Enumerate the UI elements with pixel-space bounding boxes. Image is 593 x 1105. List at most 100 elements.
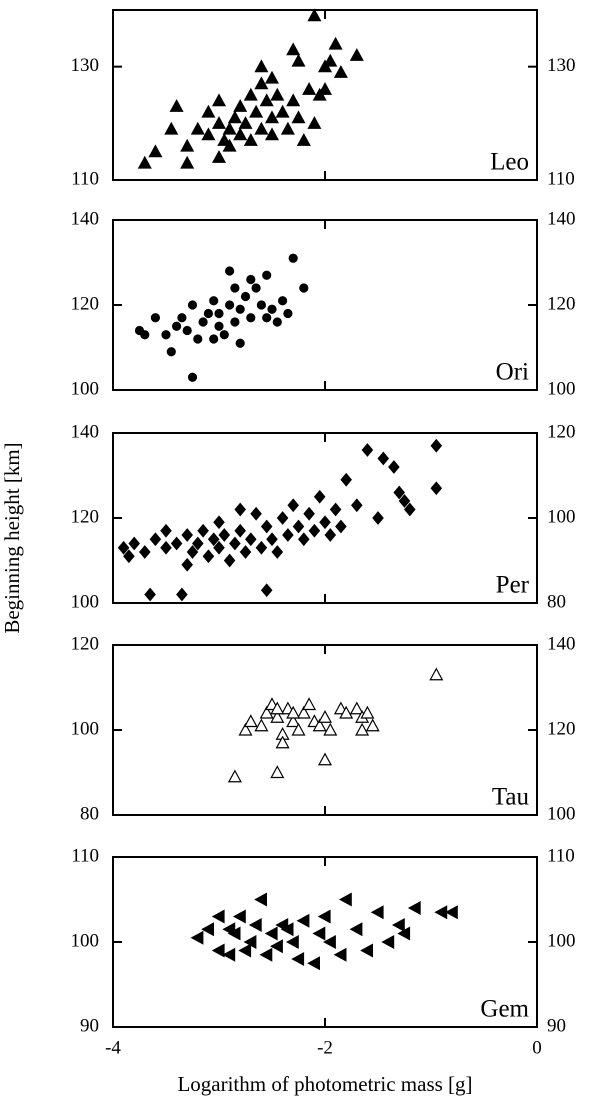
point (255, 540, 268, 555)
point (270, 765, 285, 779)
point (349, 48, 364, 61)
point (324, 528, 337, 542)
point (351, 498, 363, 513)
point (192, 536, 204, 551)
point (360, 705, 375, 719)
point (264, 110, 280, 124)
point (217, 133, 232, 146)
y-tick-label: 140 (71, 421, 100, 442)
point (349, 701, 364, 715)
point (248, 917, 262, 933)
point (197, 523, 209, 538)
y2-tick-label: 100 (547, 506, 576, 527)
point (360, 943, 373, 958)
point (285, 934, 299, 950)
point (266, 532, 278, 547)
point (275, 104, 290, 118)
point (333, 65, 348, 78)
point (211, 116, 227, 129)
point (245, 532, 257, 547)
y2-tick-label: 100 (547, 930, 576, 951)
point (275, 735, 290, 749)
point (169, 99, 184, 112)
point (280, 922, 294, 937)
point (201, 104, 216, 118)
point (286, 714, 301, 728)
point (249, 104, 264, 118)
point (333, 947, 347, 962)
point (372, 511, 384, 525)
point (339, 705, 354, 719)
point (177, 313, 187, 323)
point (335, 519, 347, 534)
point (213, 540, 225, 555)
point (302, 82, 317, 95)
point (160, 540, 172, 555)
point (218, 528, 231, 542)
point (404, 502, 416, 517)
point (227, 769, 242, 783)
point (296, 705, 311, 719)
point (243, 714, 258, 728)
point (317, 752, 333, 766)
point (393, 485, 405, 500)
point (329, 502, 342, 517)
point (209, 296, 219, 306)
point (219, 330, 229, 340)
y-tick-label: 100 (71, 718, 100, 739)
point (164, 121, 179, 135)
y2-tick-label: 140 (547, 208, 576, 229)
point (229, 536, 241, 551)
point (323, 53, 338, 67)
point (254, 718, 269, 732)
point (313, 489, 326, 504)
y2-tick-label: 120 (547, 421, 576, 442)
point (291, 722, 306, 736)
point (312, 926, 326, 941)
point (287, 498, 299, 513)
x-tick-label: -2 (317, 1037, 333, 1058)
point (234, 523, 246, 538)
point (340, 472, 352, 487)
point (213, 515, 225, 530)
point (201, 127, 216, 141)
point (187, 300, 198, 310)
point (307, 116, 322, 129)
point (187, 372, 198, 382)
point (190, 121, 205, 135)
x-tick-label: -4 (105, 1037, 121, 1058)
point (397, 926, 411, 941)
panel-label: Gem (480, 996, 529, 1023)
point (117, 540, 130, 555)
point (298, 532, 310, 547)
point (288, 253, 298, 263)
point (137, 155, 152, 169)
point (262, 270, 272, 280)
point (254, 121, 269, 135)
y-tick-label: 100 (71, 378, 100, 399)
point (430, 481, 443, 496)
point (398, 494, 411, 508)
point (365, 718, 380, 732)
y-tick-label: 100 (71, 930, 100, 951)
point (312, 718, 327, 732)
point (299, 283, 309, 293)
point (271, 545, 284, 559)
point (270, 87, 285, 101)
point (280, 121, 295, 135)
y2-tick-label: 100 (547, 803, 576, 824)
point (323, 722, 338, 736)
point (207, 532, 220, 547)
point (270, 701, 285, 715)
point (278, 296, 288, 306)
point (391, 917, 405, 933)
point (149, 532, 162, 547)
y2-tick-label: 110 (547, 845, 575, 866)
y2-tick-label: 80 (547, 591, 566, 612)
point (225, 300, 235, 310)
point (235, 338, 245, 348)
point (283, 308, 293, 319)
panel-frame (112, 219, 538, 391)
point (144, 587, 156, 602)
point (264, 127, 280, 141)
